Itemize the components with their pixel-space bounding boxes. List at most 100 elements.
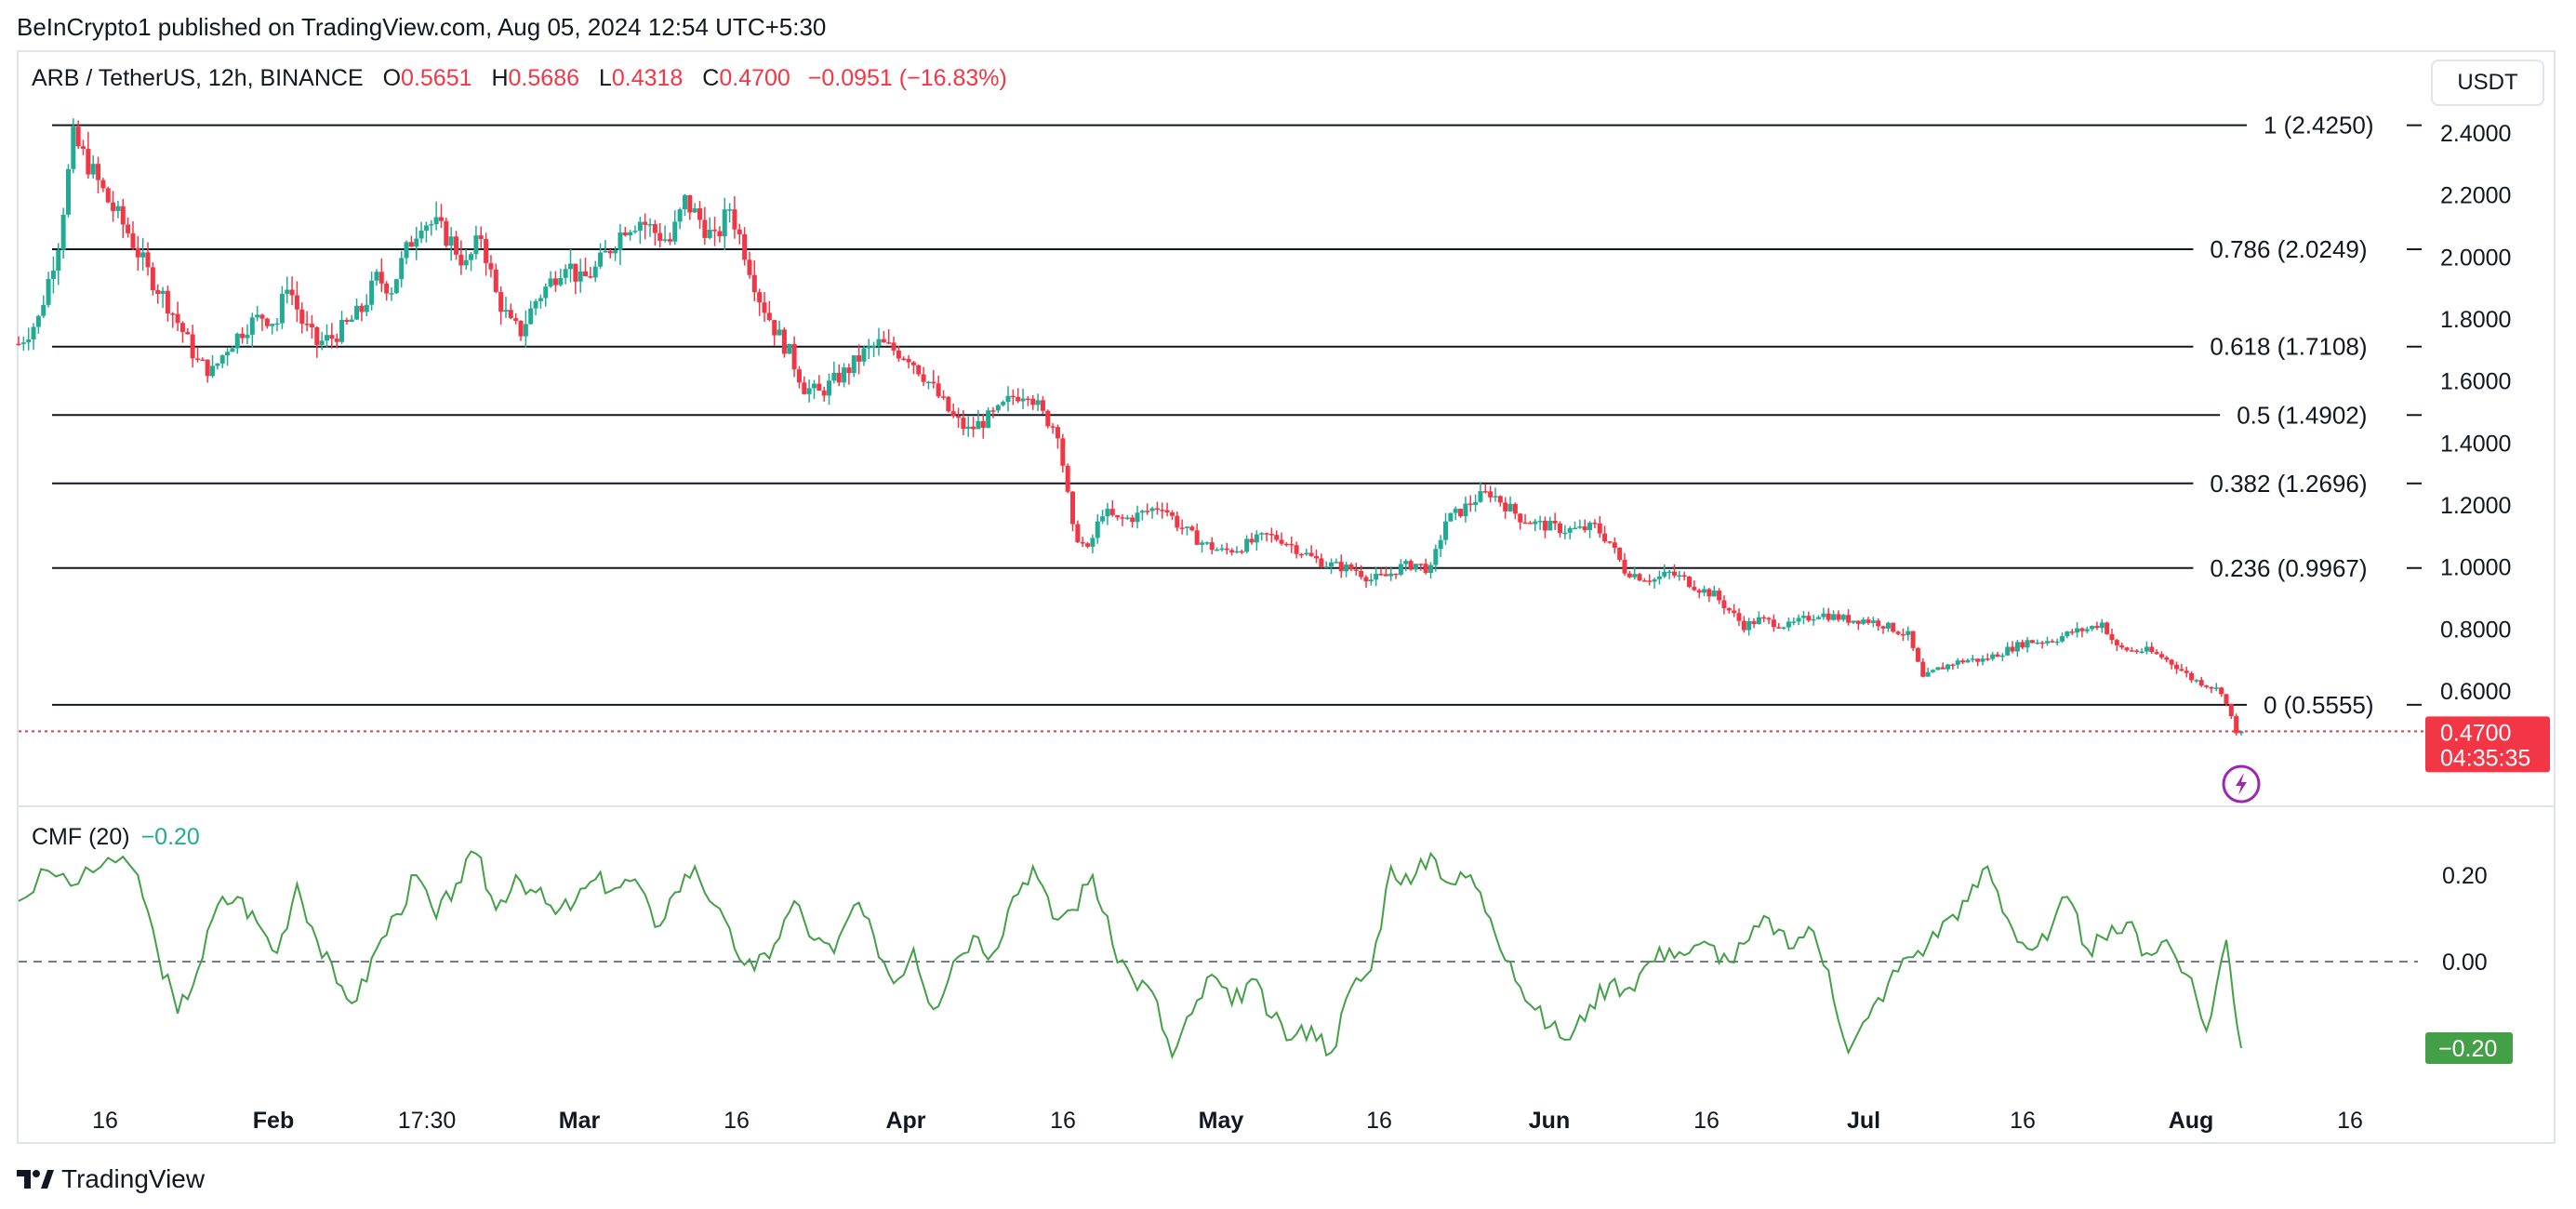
candle-body [1268,534,1274,536]
time-axis-label: Mar [559,1108,601,1134]
candle-body [2204,685,2210,687]
candle-body [1368,579,1374,582]
candle-body [1866,619,1871,623]
candle-body [1010,395,1016,398]
candle-body [2194,680,2199,682]
candle-body [1448,512,1454,522]
cmf-value-badge[interactable] [2425,1032,2513,1064]
candle-body [1647,580,1653,582]
candle-body [1194,530,1200,545]
candle-body [2005,646,2011,656]
candle-body [1105,509,1110,517]
currency-button[interactable]: USDT [2431,60,2544,106]
candle-body [1244,538,1250,552]
close-value: 0.4700 [719,65,790,91]
candle-body [513,318,519,321]
candle-body [1239,551,1244,553]
candle-body [1622,559,1627,574]
candle-body [1662,571,1667,577]
candle-body [1075,524,1081,542]
candle-body [393,279,399,294]
candle-body [408,242,414,247]
candle-body [2050,641,2055,643]
candle-body [2069,631,2075,633]
tradingview-brand[interactable]: TradingView [17,1164,205,1194]
candle-body [469,254,474,260]
candle-body [1800,616,1806,618]
candle-body [100,179,106,189]
candle-body [766,312,772,321]
candle-body [2114,640,2119,645]
candle-body [160,290,166,294]
candle-body [1120,517,1125,519]
cmf-legend: CMF (20) −0.20 [32,824,200,851]
candle-body [1816,617,1822,619]
candle-body [2105,622,2110,634]
candle-body [1542,521,1547,531]
candle-body [1085,543,1091,547]
candle-body [2213,687,2219,689]
candle-body [359,305,365,312]
candle-body [1289,543,1295,546]
candle-body [81,146,86,150]
candle-body [1179,527,1185,529]
candle-body [1065,465,1070,492]
candle-body [2228,703,2234,717]
candle-body [349,319,354,322]
price-axis-label: 2.0000 [2440,245,2511,271]
candle-body [1836,614,1841,620]
candle-body [1696,590,1702,593]
candle-body [657,232,663,241]
candle-body [1826,613,1831,620]
candle-body [1527,523,1533,525]
candle-body [607,250,613,254]
candle-body [846,367,852,374]
candle-body [175,313,180,324]
price-axis-label: 0.8000 [2440,617,2511,643]
candle-body [2065,631,2070,637]
candle-body [264,318,270,326]
candle-body [1582,526,1587,531]
candle-body [1055,427,1060,439]
candle-body [1040,400,1045,411]
candle-body [637,221,643,232]
candle-body [190,334,195,359]
candle-body [120,206,126,225]
last-price-badge[interactable] [2425,716,2550,773]
candle-body [1627,573,1632,578]
candle-body [1109,509,1115,515]
candle-body [578,271,583,282]
candle-body [1100,516,1106,522]
candle-body [2144,646,2149,652]
candle-body [1438,539,1443,550]
candle-body [1359,570,1364,578]
candle-body [827,380,832,396]
candle-body [245,334,250,339]
cmf-label[interactable]: CMF (20) [32,824,130,850]
candle-body [1791,621,1797,623]
bar-countdown: 04:35:35 [2440,745,2530,771]
cmf-pane: 0.20 0.00 −0.20 [18,850,2513,1064]
fib-level-label: 0.5 (1.4902) [2237,401,2367,429]
pane-divider[interactable] [17,805,2556,807]
candle-body [2189,672,2195,681]
cmf-axis-label: 0.20 [2442,863,2488,889]
candle-body [563,269,568,278]
candle-body [787,343,792,354]
candle-body [881,339,886,343]
time-axis: 16 Feb 17:30 Mar 16 Apr 16 May 16 Jun 16 Jul 16 Aug 16 [92,1108,2363,1134]
candle-body [543,286,549,299]
candle-body [990,410,996,412]
cmf-line[interactable] [18,850,2242,1060]
candle-body [1080,541,1085,544]
candle-body [240,333,246,339]
price-axis-label: 0.6000 [2440,679,2511,705]
candle-body [1215,549,1220,551]
candle-body [1905,631,1911,635]
candle-body [647,224,653,226]
candle-body [1940,667,1945,670]
symbol-name[interactable]: ARB / TetherUS, 12h, BINANCE [32,65,364,91]
candle-body [2149,646,2155,653]
candle-body [1846,615,1852,623]
candle-body [1393,573,1399,576]
